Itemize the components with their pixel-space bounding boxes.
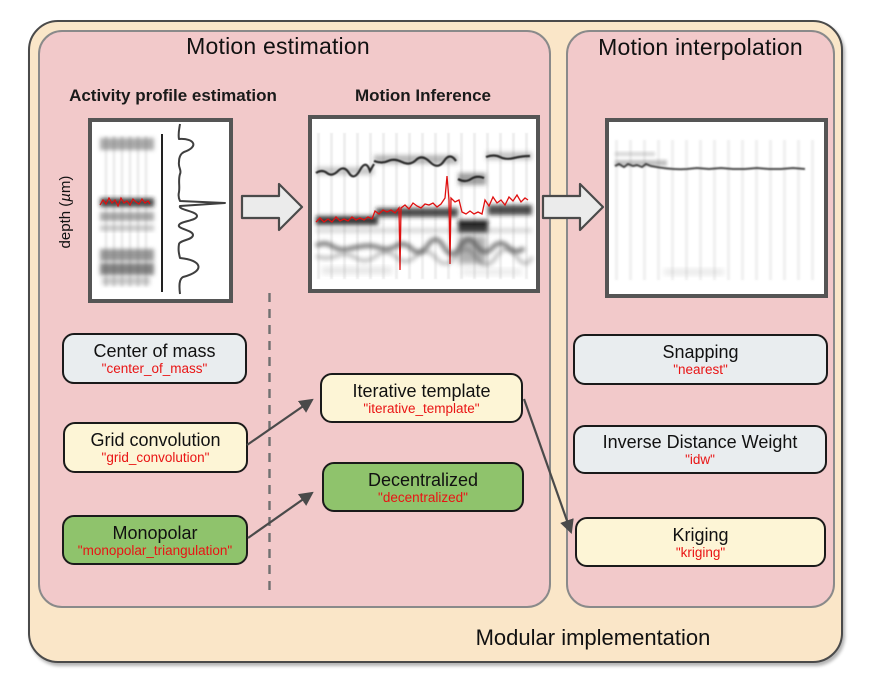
depth-axis-label: depth (µm): [57, 145, 77, 279]
method-code: "decentralized": [378, 489, 468, 505]
activity-profile-subtitle: Activity profile estimation: [69, 86, 277, 105]
method-label: Kriging: [672, 524, 729, 545]
modular-implementation-caption: Modular implementation: [475, 625, 711, 650]
method-code: "kriging": [675, 544, 726, 560]
method-label: Snapping: [662, 342, 739, 362]
motion-interpolation-plot: [611, 140, 822, 280]
method-label: Iterative template: [352, 380, 491, 401]
top-trace: [315, 154, 531, 183]
motion-inference-subtitle: Motion Inference: [354, 86, 491, 105]
method-box-monopolar: Monopolar "monopolar_triangulation": [62, 515, 248, 565]
motion-interpolation-image: [605, 118, 828, 298]
raster-streaks: [104, 136, 148, 287]
method-code: "grid_convolution": [101, 450, 210, 465]
top-smudge-a: [615, 152, 655, 156]
step-blob: [458, 236, 486, 264]
band-2: [614, 197, 819, 203]
lower-band: [314, 237, 534, 267]
method-box-decentralized: Decentralized "decentralized": [322, 462, 524, 512]
band-1: [614, 162, 806, 171]
motion-estimation-title: Motion estimation: [186, 33, 370, 59]
method-label: Inverse Distance Weight: [602, 432, 798, 452]
motion-interpolation-title: Motion interpolation: [598, 34, 803, 60]
raster-bands: [100, 138, 154, 285]
top-smudge-b: [615, 160, 667, 166]
method-box-kriging: Kriging "kriging": [575, 517, 826, 567]
method-code: "monopolar_triangulation": [77, 542, 233, 558]
activity-profile-curve: [177, 123, 226, 295]
method-label: Monopolar: [112, 522, 198, 543]
motion-inference-image: [308, 115, 540, 293]
method-label: Decentralized: [367, 469, 479, 490]
method-label: Center of mass: [93, 341, 216, 361]
method-code: "idw": [685, 452, 715, 467]
motion-inference-plot: [314, 133, 534, 279]
method-code: "center_of_mass": [101, 361, 208, 376]
method-box-snapping: Snapping "nearest": [573, 334, 828, 385]
bottom-blob: [664, 269, 724, 275]
depth-axis-prefix: depth (: [57, 201, 74, 249]
method-box-inverse-distance-weight: Inverse Distance Weight "idw": [573, 425, 827, 474]
bottom-wisp-right: [462, 269, 522, 275]
depth-axis-mu: µ: [57, 193, 74, 202]
method-code: "iterative_template": [363, 400, 480, 416]
activity-raster-plot: [99, 123, 226, 295]
method-box-grid-convolution: Grid convolution "grid_convolution": [63, 422, 248, 473]
method-box-center-of-mass: Center of mass "center_of_mass": [62, 333, 247, 384]
depth-axis-suffix: m): [57, 175, 74, 194]
method-code: "nearest": [673, 362, 728, 377]
bottom-wisp-left: [322, 267, 392, 274]
inference-red-trace: [315, 175, 529, 271]
method-label: Grid convolution: [90, 430, 221, 450]
method-box-iterative-template: Iterative template "iterative_template": [320, 373, 523, 423]
raster-red-trace: [99, 196, 151, 208]
activity-profile-image: [88, 118, 233, 303]
